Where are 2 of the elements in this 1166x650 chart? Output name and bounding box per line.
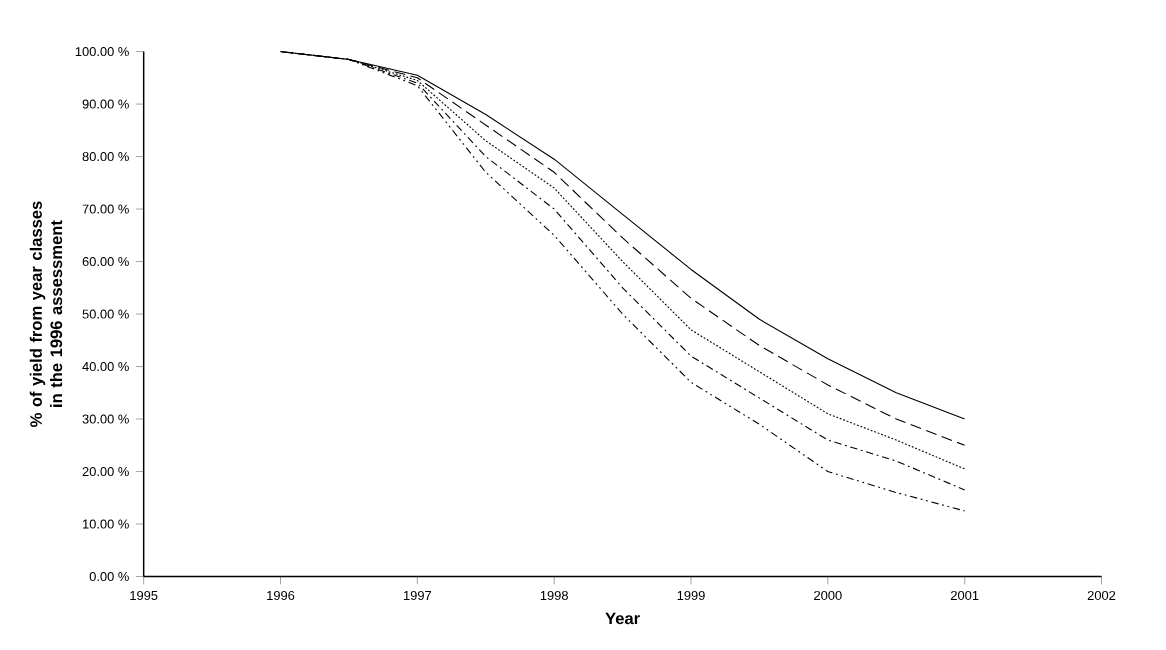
y-axis-title: % of yield from year classes in the 1996 assessment	[29, 201, 63, 427]
x-axis-title: Year	[605, 612, 640, 625]
